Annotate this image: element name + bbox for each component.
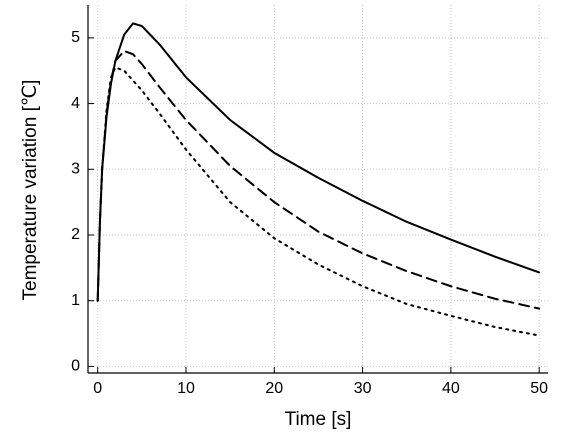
x-axis-title: Time [s]	[285, 409, 352, 430]
y-tick-label: 0	[71, 358, 80, 375]
x-tick-label: 0	[93, 380, 102, 397]
data-line	[96, 22, 541, 302]
x-tick-label: 20	[265, 380, 283, 397]
x-tick-label: 40	[442, 380, 460, 397]
x-tick-label: 50	[530, 380, 548, 397]
y-axis-title: Temperature variation [℃]	[20, 80, 41, 301]
x-tick-label: 30	[354, 380, 372, 397]
x-tick-label: 10	[177, 380, 195, 397]
y-tick-label: 3	[71, 161, 80, 178]
y-tick-label: 1	[71, 292, 80, 309]
data-line	[96, 66, 541, 337]
y-tick-label: 4	[71, 95, 80, 112]
y-tick-label: 2	[71, 226, 80, 243]
data-line	[96, 49, 541, 310]
y-tick-label: 5	[71, 29, 80, 46]
